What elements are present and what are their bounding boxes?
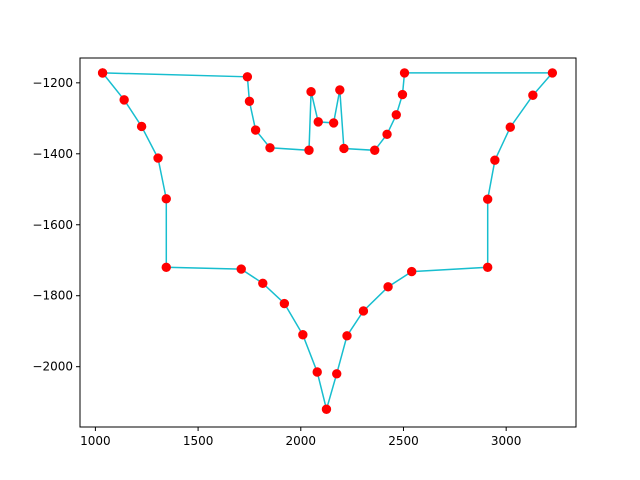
- data-point: [370, 145, 380, 155]
- data-point: [242, 72, 253, 82]
- data-point: [161, 194, 171, 204]
- x-tick-label: 1000: [80, 434, 111, 448]
- series-markers-group: [97, 68, 558, 414]
- data-point: [279, 298, 290, 309]
- data-point: [342, 331, 352, 341]
- data-point: [382, 129, 392, 139]
- x-tick-label: 3000: [491, 434, 522, 448]
- data-point: [505, 122, 515, 132]
- data-point: [250, 125, 261, 135]
- data-point: [244, 96, 255, 106]
- data-point: [332, 369, 342, 379]
- data-point: [265, 143, 275, 153]
- data-point: [298, 330, 308, 340]
- data-point: [547, 68, 558, 78]
- data-point: [321, 404, 332, 414]
- data-point: [258, 278, 268, 289]
- x-tick-label: 1500: [183, 434, 214, 448]
- y-tick-label: −1200: [32, 76, 73, 90]
- y-tick-label: −1800: [32, 289, 73, 303]
- y-tick-label: −2000: [32, 360, 73, 374]
- y-tick-label: −1400: [32, 147, 73, 161]
- data-point: [397, 89, 408, 100]
- data-point: [236, 264, 246, 274]
- x-tick-label: 2000: [286, 434, 317, 448]
- data-point: [136, 121, 147, 132]
- x-tick-label: 2500: [388, 434, 419, 448]
- data-point: [153, 153, 163, 163]
- data-point: [339, 143, 349, 154]
- y-axis: −1200 −1400 −1600 −1800 −2000: [32, 76, 80, 374]
- data-point: [328, 118, 339, 128]
- data-point: [312, 367, 322, 377]
- data-point: [313, 117, 323, 127]
- data-point: [161, 262, 171, 273]
- data-point: [482, 194, 493, 204]
- data-point: [383, 282, 393, 292]
- data-point: [335, 85, 345, 95]
- x-axis: 1000 1500 2000 2500 3000: [80, 427, 521, 448]
- y-tick-label: −1600: [32, 218, 73, 232]
- data-point: [399, 68, 410, 78]
- data-point: [528, 90, 538, 100]
- data-point: [391, 110, 401, 120]
- data-point: [304, 145, 314, 155]
- data-point: [490, 155, 500, 165]
- data-point: [119, 95, 129, 105]
- series-line: [102, 72, 555, 413]
- series-line-group: [102, 72, 555, 413]
- data-point: [358, 306, 369, 316]
- data-point: [482, 262, 493, 273]
- data-point: [306, 87, 316, 97]
- plot-frame: [79, 57, 577, 428]
- data-point: [97, 68, 108, 78]
- data-point: [406, 266, 417, 277]
